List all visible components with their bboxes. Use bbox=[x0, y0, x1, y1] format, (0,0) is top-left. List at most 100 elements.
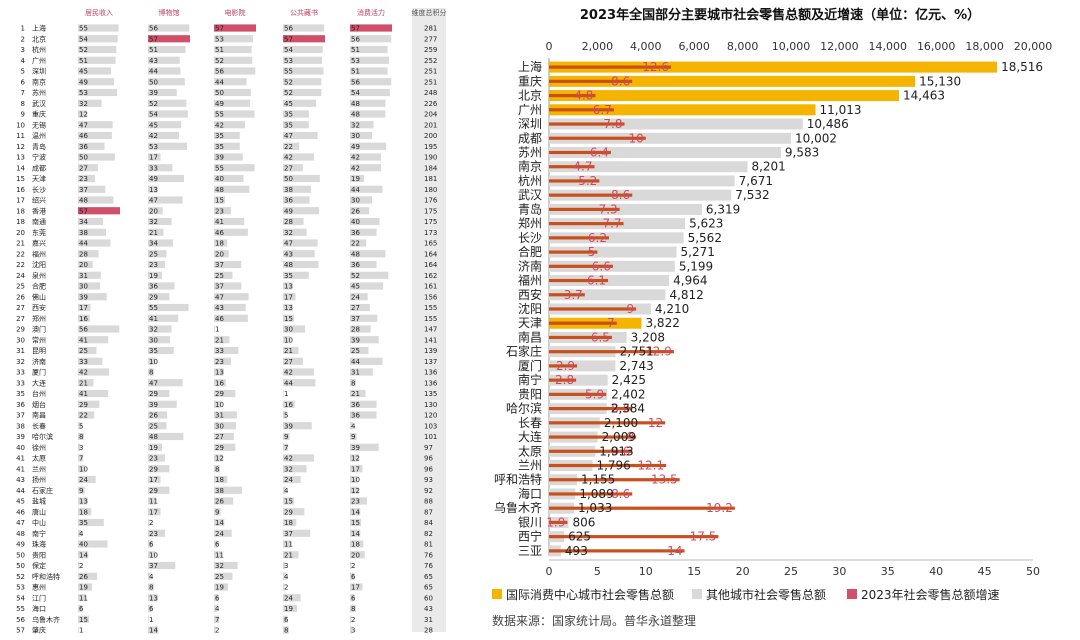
score-value: 15 bbox=[284, 315, 293, 323]
total-label: 806 bbox=[573, 515, 596, 529]
score-bar bbox=[78, 303, 91, 312]
score-bar bbox=[214, 78, 247, 86]
score-value: 37 bbox=[79, 186, 88, 194]
growth-bar bbox=[549, 250, 598, 254]
score-value: 32 bbox=[79, 100, 88, 108]
score-bar bbox=[78, 45, 117, 54]
score-bar bbox=[350, 153, 381, 161]
row-total: 87 bbox=[424, 508, 433, 516]
category-label: 长春 bbox=[518, 416, 542, 430]
score-bar bbox=[148, 314, 179, 322]
score-bar bbox=[148, 217, 172, 226]
row-city: 南京 bbox=[32, 77, 46, 86]
category-label: 深圳 bbox=[518, 117, 542, 131]
score-bar bbox=[148, 239, 174, 247]
score-value: 26 bbox=[149, 412, 158, 420]
score-value: 35 bbox=[149, 347, 158, 355]
row-city: 济南 bbox=[32, 357, 46, 366]
growth-bar bbox=[549, 392, 607, 396]
score-bar bbox=[78, 250, 99, 258]
score-bar bbox=[148, 594, 158, 602]
total-bar bbox=[549, 246, 677, 258]
score-value: 49 bbox=[215, 100, 224, 108]
score-bar bbox=[78, 604, 83, 613]
score-bar bbox=[148, 604, 153, 613]
score-bar bbox=[78, 196, 114, 204]
row-rank: 30 bbox=[16, 336, 25, 344]
score-bar bbox=[214, 110, 255, 118]
row-city: 嘉兴 bbox=[32, 239, 46, 248]
score-value: 16 bbox=[284, 401, 293, 409]
score-bar bbox=[148, 99, 187, 107]
growth-bar bbox=[549, 207, 620, 211]
total-bar bbox=[549, 360, 616, 372]
category-label: 成都 bbox=[518, 131, 542, 145]
score-value: 6 bbox=[284, 616, 289, 624]
row-total: 92 bbox=[424, 487, 433, 495]
row-rank: 40 bbox=[16, 444, 25, 452]
row-city: 深圳 bbox=[32, 67, 46, 76]
row-total: 65 bbox=[424, 584, 433, 592]
score-bar bbox=[148, 282, 175, 290]
score-bar bbox=[283, 24, 325, 32]
row-city: 徐州 bbox=[32, 443, 46, 452]
score-bar bbox=[148, 422, 167, 430]
row-rank: 9 bbox=[21, 111, 25, 119]
row-total: 251 bbox=[424, 78, 437, 86]
score-value: 20 bbox=[149, 207, 158, 215]
score-bar bbox=[350, 475, 358, 484]
row-city: 武汉 bbox=[32, 99, 46, 108]
score-value: 25 bbox=[149, 250, 158, 258]
score-bar bbox=[283, 432, 290, 441]
score-value: 18 bbox=[79, 508, 88, 516]
score-bar bbox=[283, 78, 322, 86]
score-bar bbox=[283, 207, 320, 215]
growth-bar bbox=[549, 165, 595, 169]
score-value: 51 bbox=[149, 46, 158, 54]
category-label: 福州 bbox=[518, 273, 542, 288]
score-bar bbox=[78, 368, 109, 376]
row-city: 福州 bbox=[32, 249, 46, 258]
score-bar bbox=[214, 228, 248, 236]
score-bar bbox=[283, 497, 295, 505]
score-value: 44 bbox=[284, 379, 293, 387]
score-value: 6 bbox=[149, 541, 154, 549]
row-total: 31 bbox=[424, 616, 433, 624]
score-bar bbox=[214, 551, 223, 559]
score-bar bbox=[283, 594, 301, 602]
category-label: 三亚 bbox=[518, 544, 542, 558]
score-bar bbox=[214, 626, 216, 634]
growth-label: 1.9 bbox=[546, 515, 565, 529]
category-label: 上海 bbox=[518, 59, 542, 74]
score-value: 52 bbox=[149, 100, 158, 108]
row-total: 28 bbox=[424, 627, 433, 635]
score-bar bbox=[148, 35, 190, 43]
score-value: 23 bbox=[79, 175, 88, 183]
growth-bar bbox=[549, 193, 633, 197]
score-bar bbox=[350, 389, 366, 398]
growth-label: 8.6 bbox=[611, 444, 630, 458]
total-label: 11,013 bbox=[820, 103, 862, 117]
score-bar bbox=[214, 540, 219, 548]
row-rank: 22 bbox=[16, 261, 25, 269]
score-bar bbox=[350, 78, 392, 86]
growth-label: 10 bbox=[629, 131, 644, 145]
score-bar bbox=[283, 368, 314, 376]
growth-label: 12 bbox=[648, 416, 663, 430]
row-city: 杭州 bbox=[32, 45, 46, 54]
category-label: 厦门 bbox=[518, 358, 542, 373]
score-value: 4 bbox=[79, 530, 84, 538]
row-city: 太原 bbox=[32, 454, 46, 463]
row-rank: 24 bbox=[16, 272, 25, 280]
score-bar bbox=[214, 336, 230, 344]
score-value: 25 bbox=[79, 347, 88, 355]
score-value: 16 bbox=[79, 315, 88, 323]
growth-label: 17.5 bbox=[690, 530, 717, 544]
growth-label: 7.8 bbox=[603, 117, 622, 131]
score-bar bbox=[78, 185, 106, 193]
score-value: 53 bbox=[215, 35, 224, 43]
score-value: 32 bbox=[284, 229, 293, 237]
row-total: 251 bbox=[424, 68, 437, 76]
score-value: 4 bbox=[215, 605, 220, 613]
